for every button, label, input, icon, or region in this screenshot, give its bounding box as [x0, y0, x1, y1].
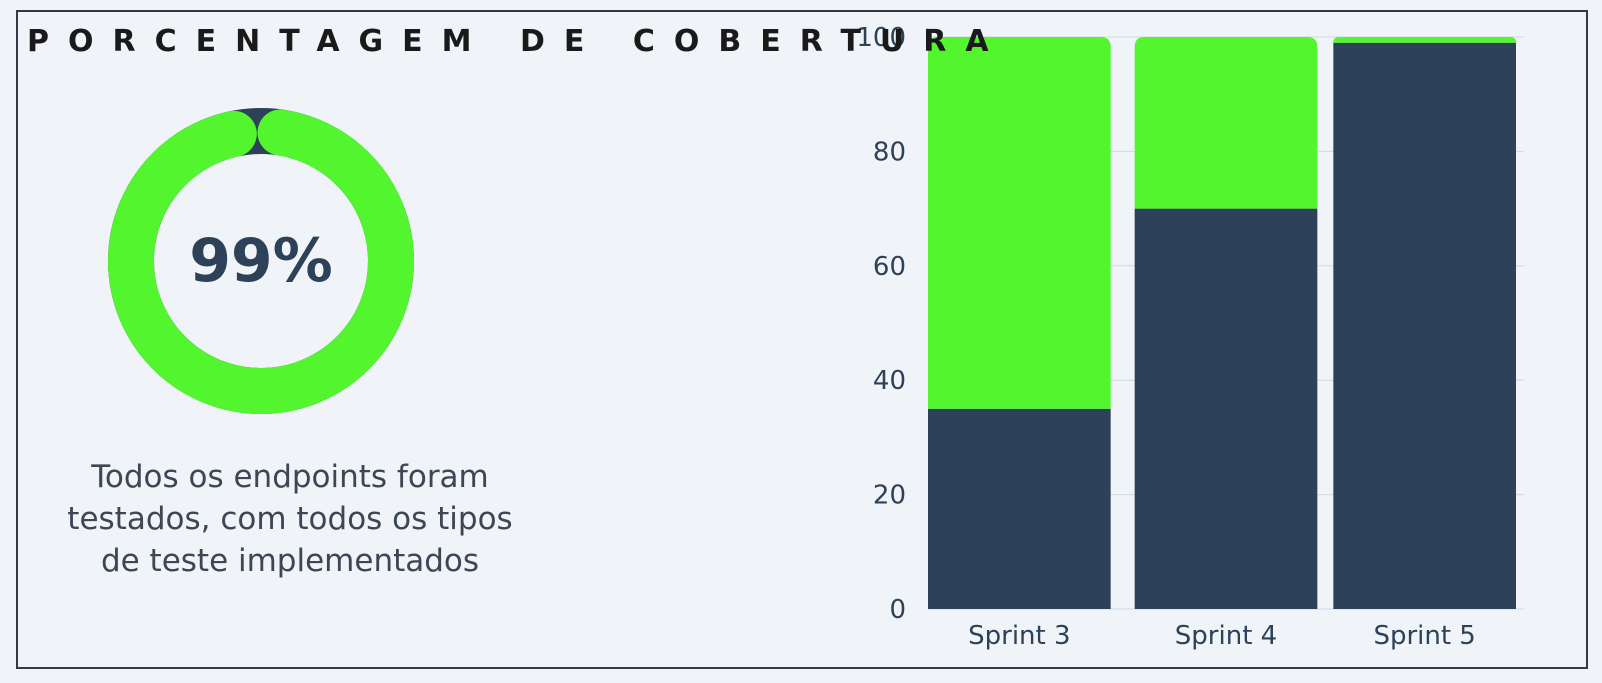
bar-segment-sprint-5-base: [1333, 42, 1516, 610]
caption-line-1: Todos os endpoints foram: [91, 459, 489, 495]
caption-line-3: de teste implementados: [100, 543, 480, 579]
y-tick-label: 100: [856, 23, 906, 53]
bar-segment-sprint-3-base: [928, 408, 1111, 609]
bar-segment-sprint-3-top: [928, 37, 1111, 409]
y-tick-label: 20: [873, 481, 906, 511]
bar-segment-sprint-5-top: [1333, 37, 1516, 43]
x-category-label: Sprint 4: [1175, 621, 1277, 651]
donut-value-label: 99%: [189, 226, 333, 296]
y-tick-label: 0: [889, 595, 906, 625]
bar-segment-sprint-4-base: [1134, 208, 1318, 609]
panel-title: PORCENTAGEM DE COBERTURA: [27, 24, 1008, 59]
y-tick-label: 40: [873, 366, 906, 396]
y-tick-label: 60: [873, 252, 906, 282]
coverage-donut: 99%: [108, 108, 414, 414]
y-tick-label: 80: [873, 137, 906, 167]
x-category-label: Sprint 3: [968, 621, 1070, 651]
bar-segment-sprint-4-top: [1134, 37, 1318, 209]
donut-chart: [108, 108, 414, 414]
x-category-label: Sprint 5: [1373, 621, 1475, 651]
coverage-caption: Todos os endpoints foram testados, com t…: [40, 456, 540, 582]
donut-progress-arc: [108, 108, 414, 414]
caption-line-2: testados, com todos os tipos: [67, 501, 513, 537]
panel-frame: [16, 10, 1588, 669]
